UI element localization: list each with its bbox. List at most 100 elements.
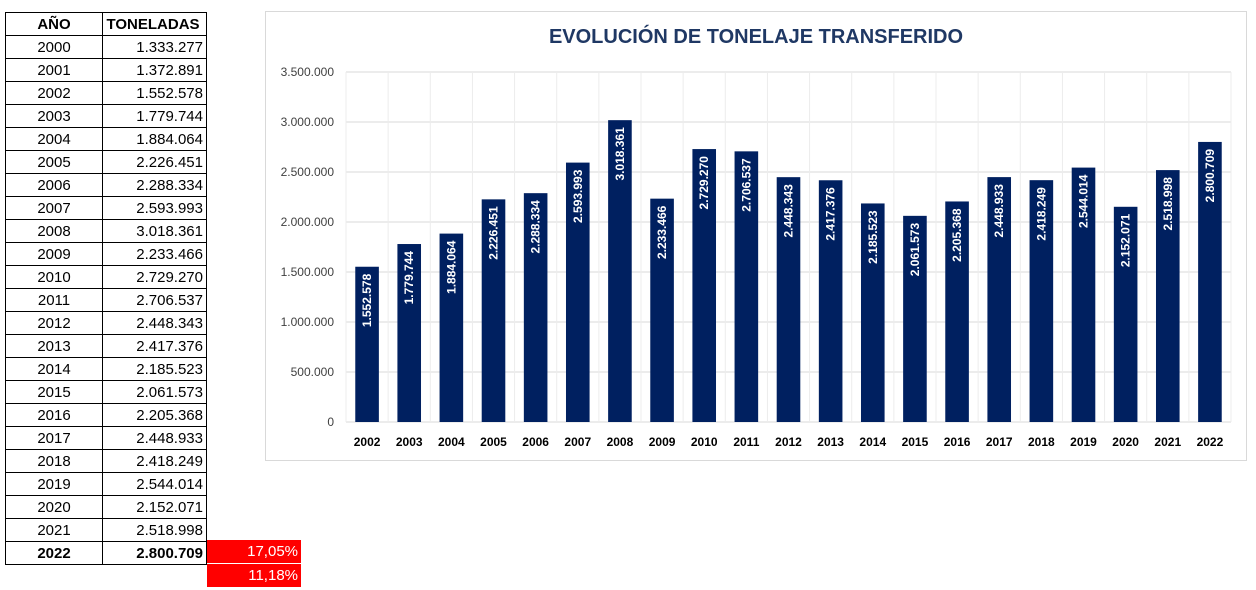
- data-label: 2.518.998: [1161, 177, 1175, 231]
- data-label: 2.593.993: [571, 169, 585, 223]
- data-label: 2.729.270: [697, 156, 711, 210]
- year-cell: 2022: [5, 541, 103, 565]
- tons-cell: 2.448.343: [102, 311, 207, 335]
- year-cell: 2005: [5, 150, 103, 174]
- bar: [650, 198, 674, 422]
- chart-title: EVOLUCIÓN DE TONELAJE TRANSFERIDO: [548, 26, 964, 48]
- bar: [776, 177, 801, 422]
- bar: [860, 203, 885, 422]
- table-row: 2009 2.233.466: [5, 242, 207, 266]
- bar: [818, 180, 843, 422]
- table-row: 2011 2.706.537: [5, 288, 207, 312]
- bar: [397, 244, 422, 422]
- tons-cell: 2.061.573: [102, 380, 207, 404]
- data-label: 2.185.523: [866, 210, 880, 264]
- tons-cell: 2.152.071: [102, 495, 207, 519]
- table-row: 2007 2.593.993: [5, 196, 207, 220]
- x-tick-label: 2009: [649, 435, 676, 449]
- bar: [1071, 167, 1096, 422]
- bar: [692, 149, 717, 422]
- x-tick-label: 2003: [396, 435, 423, 449]
- tons-cell: 2.205.368: [102, 403, 207, 427]
- tons-cell: 2.800.709: [102, 541, 207, 565]
- year-cell: 2017: [5, 426, 103, 450]
- table-row: 2005 2.226.451: [5, 150, 207, 174]
- year-column-header: AÑO: [5, 12, 103, 36]
- data-label: 3.018.361: [613, 127, 627, 181]
- y-tick-label: 3.500.000: [281, 65, 335, 79]
- bar: [523, 193, 548, 422]
- table-row: 2016 2.205.368: [5, 403, 207, 427]
- bar: [608, 120, 632, 422]
- year-cell: 2021: [5, 518, 103, 542]
- data-label: 2.061.573: [908, 223, 922, 277]
- tons-cell: 1.884.064: [102, 127, 207, 151]
- x-tick-label: 2016: [944, 435, 971, 449]
- y-tick-label: 500.000: [291, 365, 335, 379]
- year-cell: 2007: [5, 196, 103, 220]
- tons-cell: 2.729.270: [102, 265, 207, 289]
- data-label: 2.417.376: [824, 187, 838, 241]
- x-tick-label: 2004: [438, 435, 465, 449]
- bar: [1198, 141, 1222, 423]
- tons-cell: 2.448.933: [102, 426, 207, 450]
- x-tick-label: 2018: [1028, 435, 1055, 449]
- year-cell: 2006: [5, 173, 103, 197]
- table-row: 2020 2.152.071: [5, 495, 207, 519]
- table-row: 2002 1.552.578: [5, 81, 207, 105]
- year-cell: 2000: [5, 35, 103, 59]
- bar: [481, 199, 506, 422]
- growth-percentage: 11,18%: [207, 564, 301, 587]
- bar: [734, 151, 759, 422]
- data-label: 2.288.334: [529, 200, 543, 254]
- table-row: 2021 2.518.998: [5, 518, 207, 542]
- x-tick-label: 2007: [564, 435, 591, 449]
- tons-cell: 2.706.537: [102, 288, 207, 312]
- table-header-row: AÑO TONELADAS: [5, 12, 207, 36]
- year-cell: 2008: [5, 219, 103, 243]
- table-row: 2012 2.448.343: [5, 311, 207, 335]
- x-tick-label: 2008: [607, 435, 634, 449]
- table-row: 2015 2.061.573: [5, 380, 207, 404]
- data-label: 2.800.709: [1203, 149, 1217, 203]
- year-cell: 2001: [5, 58, 103, 82]
- bar: [1113, 206, 1138, 422]
- data-label: 2.205.368: [950, 208, 964, 262]
- bar-chart: 0 500.000 1.000.000 1.500.000 2.000.000 2.500…: [281, 65, 1232, 449]
- table-row: 2019 2.544.014: [5, 472, 207, 496]
- tons-cell: 1.372.891: [102, 58, 207, 82]
- tons-cell: 2.226.451: [102, 150, 207, 174]
- table-row: 2022 2.800.709: [5, 541, 207, 565]
- table-row: 2001 1.372.891: [5, 58, 207, 82]
- x-tick-label: 2021: [1154, 435, 1181, 449]
- tons-cell: 2.418.249: [102, 449, 207, 473]
- x-tick-label: 2005: [480, 435, 507, 449]
- growth-percentage: 17,05%: [207, 540, 301, 563]
- chart-panel: EVOLUCIÓN DE TONELAJE TRANSFERIDO 0 500.0…: [265, 11, 1247, 461]
- data-label: 2.544.014: [1077, 174, 1091, 228]
- bar: [355, 266, 379, 422]
- table-body: 2000 1.333.277 2001 1.372.891 2002 1.552.578 2…: [5, 35, 207, 565]
- x-tick-label: 2011: [733, 435, 759, 449]
- y-tick-label: 2.500.000: [281, 165, 335, 179]
- data-label: 2.448.933: [992, 184, 1006, 238]
- tons-cell: 2.593.993: [102, 196, 207, 220]
- y-tick-label: 2.000.000: [281, 215, 335, 229]
- bar: [903, 215, 927, 422]
- y-tick-label: 1.000.000: [281, 315, 335, 329]
- tons-cell: 2.185.523: [102, 357, 207, 381]
- data-label: 2.152.071: [1119, 213, 1133, 267]
- year-cell: 2015: [5, 380, 103, 404]
- tons-cell: 2.518.998: [102, 518, 207, 542]
- data-label: 2.706.537: [739, 158, 753, 212]
- y-tick-label: 1.500.000: [281, 265, 335, 279]
- data-label: 2.233.466: [655, 205, 669, 259]
- year-cell: 2011: [5, 288, 103, 312]
- tons-cell: 2.544.014: [102, 472, 207, 496]
- bar: [945, 201, 969, 422]
- data-label: 1.552.578: [360, 273, 374, 327]
- tons-cell: 2.288.334: [102, 173, 207, 197]
- year-cell: 2016: [5, 403, 103, 427]
- table-row: 2013 2.417.376: [5, 334, 207, 358]
- x-tick-label: 2012: [775, 435, 802, 449]
